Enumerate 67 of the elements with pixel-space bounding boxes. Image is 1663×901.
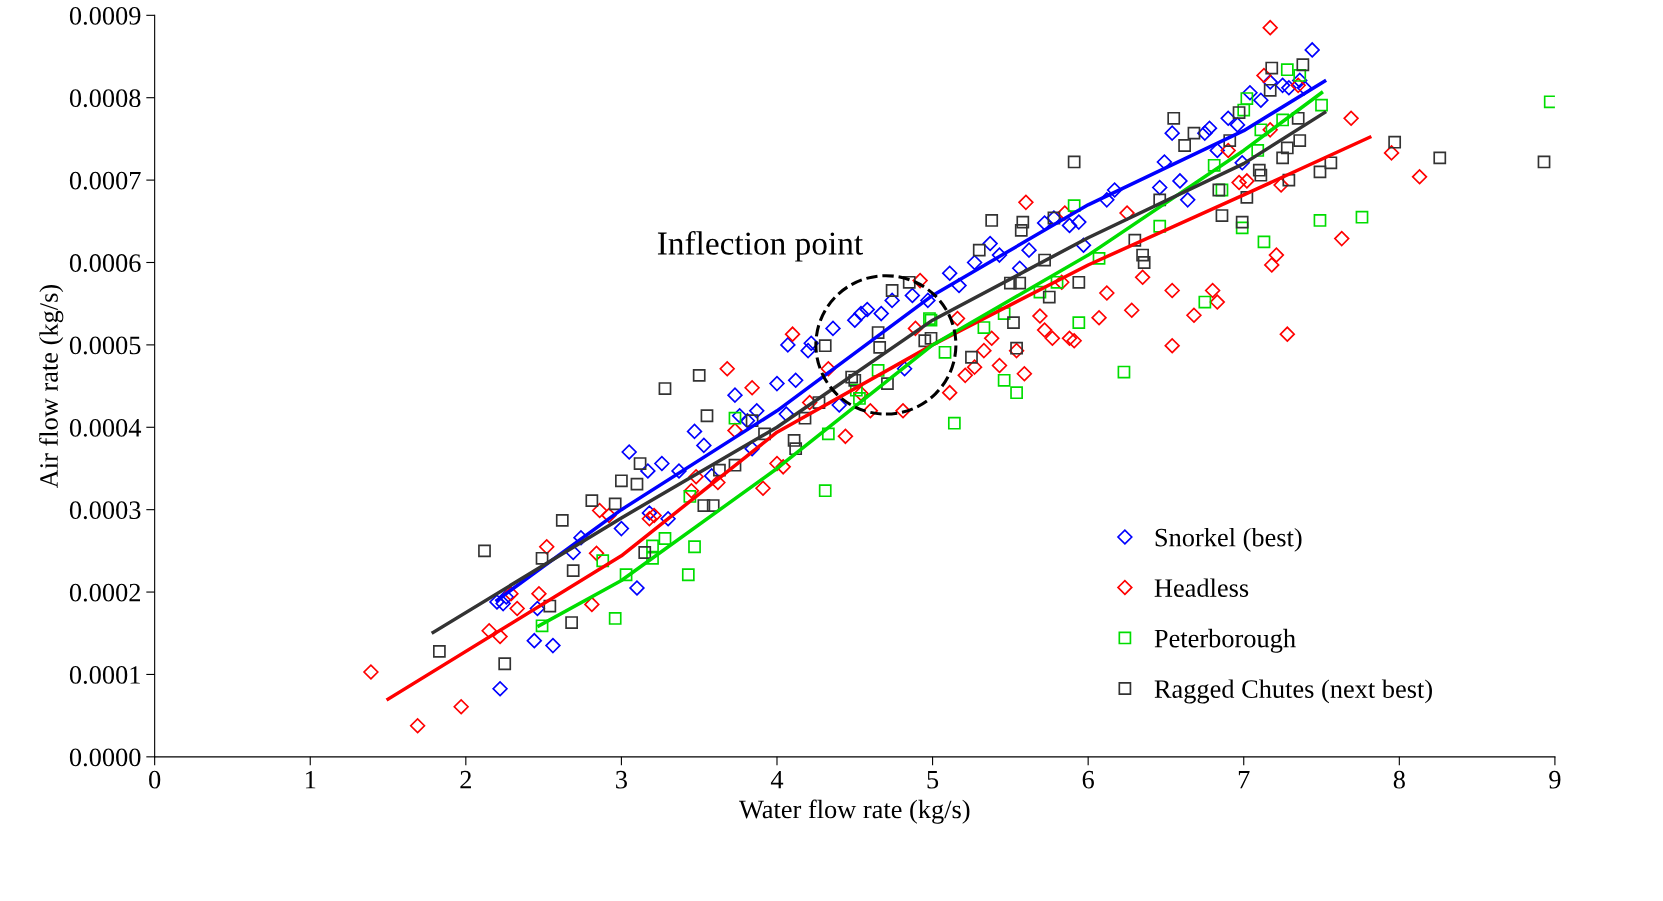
point	[596, 554, 610, 568]
x-tick-label: 5	[927, 771, 939, 789]
y-tick-label: 0.0004	[69, 418, 142, 437]
point	[619, 568, 633, 582]
y-tick-label: 0.0002	[69, 583, 141, 602]
point	[938, 345, 952, 359]
point	[688, 540, 701, 554]
point	[947, 416, 961, 430]
x-axis-title: Water flow rate (kg/s)	[739, 799, 970, 824]
point	[1235, 221, 1249, 235]
y-tick-label: 0.0008	[69, 89, 141, 108]
point	[646, 539, 659, 553]
point	[1153, 219, 1167, 233]
point	[871, 364, 885, 377]
point	[535, 619, 549, 633]
point	[997, 307, 1011, 320]
point	[1280, 63, 1294, 77]
x-tick-label: 3	[616, 770, 627, 789]
legend-label: Snorkel (best)	[1155, 527, 1302, 552]
point	[821, 427, 835, 441]
legend-label: Peterborough	[1154, 628, 1296, 653]
point	[1254, 123, 1268, 137]
point	[818, 484, 832, 498]
legend-label: Headless	[1154, 578, 1249, 597]
point	[608, 612, 622, 625]
point	[1198, 295, 1212, 309]
point	[1355, 210, 1369, 224]
point	[1207, 158, 1221, 172]
point	[1251, 144, 1265, 157]
x-tick-label: 4	[770, 770, 784, 789]
point	[1313, 214, 1327, 227]
y-axis-title: Air flow rate (kg/s)	[39, 285, 64, 489]
point	[1050, 275, 1064, 289]
point	[1237, 103, 1251, 117]
y-tick-label: 0.0006	[69, 254, 141, 273]
point	[1067, 199, 1081, 213]
point	[1276, 113, 1290, 127]
y-tick-label: 0.0001	[69, 666, 140, 684]
point	[683, 490, 697, 503]
y-tick-label: 0.0005	[69, 336, 141, 355]
point	[1315, 98, 1328, 112]
x-tick-label: 7	[1238, 771, 1250, 789]
point	[1010, 386, 1023, 400]
annotation: Inflection point	[657, 230, 863, 262]
point	[658, 532, 672, 545]
y-tick-label: 0.0000	[69, 748, 141, 767]
point	[1257, 235, 1271, 249]
point	[728, 411, 742, 425]
point	[849, 383, 863, 397]
legend-label: Ragged Chutes (next best)	[1154, 679, 1432, 704]
x-tick-label: 2	[460, 770, 471, 789]
x-tick-label: 0	[149, 770, 161, 789]
point	[997, 373, 1011, 387]
point	[1117, 365, 1131, 379]
x-tick-label: 1	[305, 770, 316, 789]
point	[1033, 285, 1047, 299]
point	[1092, 251, 1106, 265]
point	[681, 568, 695, 582]
y-tick-label: 0.0007	[69, 171, 141, 190]
x-tick-label: 6	[1082, 770, 1094, 789]
x-tick-label: 9	[1549, 770, 1561, 789]
point	[1072, 316, 1086, 330]
y-tick-label: 0.0009	[69, 6, 141, 25]
x-tick-label: 8	[1393, 770, 1405, 789]
point	[977, 321, 991, 334]
y-tick-label: 0.0003	[69, 501, 141, 520]
point	[1240, 92, 1254, 105]
